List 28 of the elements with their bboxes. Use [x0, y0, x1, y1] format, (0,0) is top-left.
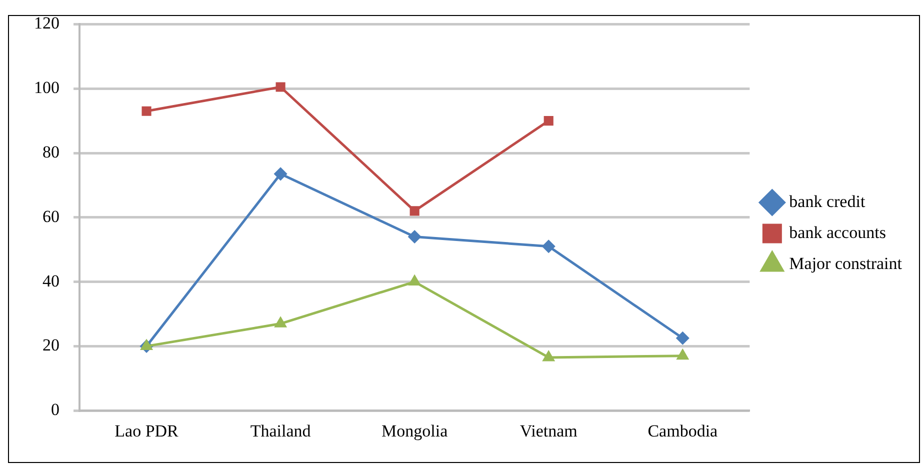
x-tick-label: Thailand: [250, 421, 312, 440]
point: [140, 340, 152, 350]
point: [408, 230, 421, 243]
y-tick-label: 100: [34, 78, 60, 98]
y-tick-label: 60: [42, 206, 60, 226]
y-tick-label: 0: [51, 400, 60, 420]
legend-label: bank accounts: [789, 222, 886, 242]
y-tick-label: 40: [42, 271, 60, 290]
point: [544, 116, 554, 126]
point: [542, 240, 555, 253]
point: [276, 82, 286, 92]
y-tick-label: 80: [42, 142, 60, 162]
point: [274, 317, 286, 328]
point: [543, 351, 554, 362]
y-tick-label: 20: [42, 336, 60, 355]
legend-label: Major constraint: [789, 254, 902, 273]
legend-label: bank credit: [789, 192, 866, 211]
x-tick-label: Lao PDR: [114, 421, 180, 440]
point: [409, 276, 420, 286]
x-tick-label: Cambodia: [648, 421, 718, 440]
x-tick-label: Vietnam: [520, 421, 578, 440]
point: [142, 106, 152, 116]
point: [677, 350, 688, 360]
point: [410, 206, 420, 216]
y-tick-label: 120: [34, 14, 60, 33]
x-tick-label: Mongolia: [382, 421, 448, 440]
point: [274, 168, 287, 180]
point: [676, 332, 689, 344]
